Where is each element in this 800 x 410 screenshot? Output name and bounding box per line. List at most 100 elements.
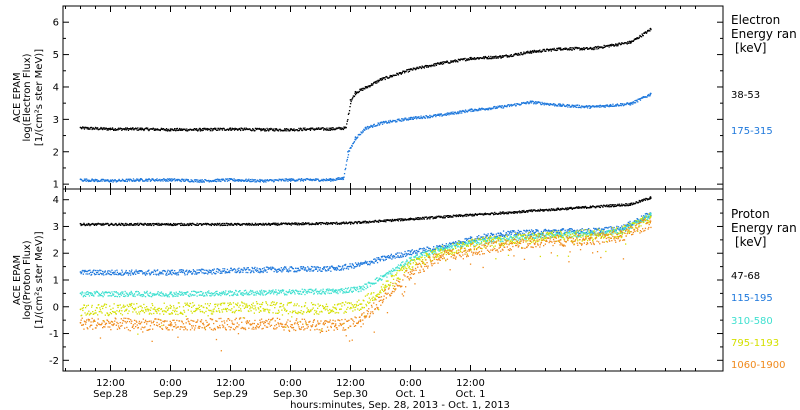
- scatter-dot-38-53: [94, 128, 96, 130]
- scatter-dot-175-315: [163, 178, 165, 180]
- scatter-dot-47-68: [582, 206, 584, 208]
- scatter-dot-38-53: [639, 34, 641, 37]
- scatter-dot-310-580: [183, 292, 186, 294]
- scatter-dot-47-68: [605, 205, 607, 208]
- scatter-dot-47-68: [539, 210, 541, 212]
- scatter-dot-47-68: [461, 215, 463, 217]
- scatter-dot-38-53: [386, 76, 388, 78]
- scatter-dot-175-315: [218, 178, 220, 181]
- scatter-dot-38-53: [124, 128, 126, 130]
- scatter-dot-175-315: [146, 178, 148, 181]
- scatter-dot-115-195: [650, 214, 652, 217]
- scatter-dot-175-315: [389, 122, 391, 124]
- scatter-dot-47-68: [429, 218, 431, 220]
- scatter-dot-175-315: [403, 119, 405, 121]
- scatter-dot-115-195: [190, 270, 192, 273]
- scatter-dot-175-315: [115, 181, 117, 183]
- scatter-dot-115-195: [296, 267, 298, 270]
- scatter-dot-175-315: [383, 122, 385, 124]
- scatter-dot-115-195: [613, 226, 615, 229]
- scatter-dot-310-580: [214, 294, 216, 296]
- scatter-dot-175-315: [331, 178, 334, 180]
- scatter-dot-38-53: [374, 81, 376, 84]
- scatter-dot-115-195: [122, 274, 124, 276]
- scatter-dot-47-68: [171, 224, 173, 227]
- scatter-dot-175-315: [434, 114, 436, 117]
- scatter-dot-175-315: [311, 179, 313, 182]
- scatter-dot-175-315: [189, 181, 192, 183]
- scatter-dot-310-580: [262, 294, 264, 296]
- scatter-dot-47-68: [372, 220, 374, 222]
- scatter-dot-47-68: [625, 203, 627, 205]
- scatter-dot-38-53: [626, 42, 628, 44]
- scatter-dot-310-580: [362, 288, 364, 290]
- scatter-dot-310-580: [270, 290, 272, 292]
- scatter-dot-175-315: [586, 105, 588, 107]
- scatter-dot-115-195: [220, 270, 222, 273]
- scatter-dot-310-580: [310, 288, 312, 290]
- scatter-dot-47-68: [433, 217, 435, 219]
- scatter-dot-175-315: [347, 156, 349, 158]
- scatter-dot-38-53: [262, 129, 264, 131]
- scatter-dot-115-195: [593, 227, 595, 229]
- scatter-dot-38-53: [593, 46, 595, 49]
- scatter-dot-115-195: [182, 269, 184, 271]
- scatter-dot-115-195: [276, 268, 279, 271]
- scatter-dot-175-315: [462, 109, 464, 112]
- scatter-dot-115-195: [289, 266, 291, 268]
- y-tick-label-electron: 3: [53, 115, 59, 126]
- scatter-dot-175-315: [231, 178, 233, 181]
- scatter-dot-115-195: [414, 250, 416, 252]
- scatter-dot-38-53: [223, 127, 225, 130]
- scatter-dot-115-195: [444, 245, 446, 247]
- scatter-dot-175-315: [575, 104, 577, 106]
- scatter-dot-38-53: [160, 128, 162, 130]
- scatter-dot-47-68: [182, 223, 184, 225]
- scatter-dot-115-195: [401, 256, 403, 258]
- scatter-dot-38-53: [617, 43, 620, 45]
- scatter-dot-310-580: [143, 295, 145, 297]
- scatter-dot-115-195: [601, 228, 603, 230]
- scatter-dot-47-68: [639, 201, 642, 203]
- scatter-dot-115-195: [622, 227, 624, 229]
- scatter-dot-38-53: [433, 63, 435, 65]
- scatter-dot-38-53: [497, 57, 499, 59]
- scatter-dot-175-315: [246, 180, 248, 182]
- scatter-dot-38-53: [221, 128, 223, 130]
- scatter-dot-38-53: [488, 55, 490, 58]
- scatter-dot-115-195: [592, 232, 594, 234]
- scatter-dot-38-53: [233, 129, 236, 131]
- scatter-dot-115-195: [466, 239, 468, 241]
- scatter-dot-115-195: [181, 271, 183, 274]
- scatter-dot-115-195: [109, 273, 111, 276]
- scatter-dot-47-68: [484, 212, 486, 214]
- scatter-dot-115-195: [479, 237, 481, 240]
- scatter-dot-175-315: [428, 117, 430, 119]
- scatter-dot-115-195: [333, 267, 335, 269]
- scatter-dot-310-580: [159, 292, 161, 294]
- scatter-dot-115-195: [242, 269, 244, 271]
- scatter-dot-175-315: [252, 180, 254, 182]
- scatter-dot-175-315: [378, 122, 380, 125]
- scatter-dot-47-68: [160, 224, 163, 226]
- scatter-dot-175-315: [632, 103, 634, 105]
- scatter-dot-115-195: [107, 270, 109, 272]
- scatter-dot-175-315: [346, 158, 348, 161]
- scatter-dot-310-580: [282, 290, 284, 292]
- scatter-dot-38-53: [537, 51, 539, 53]
- scatter-dot-115-195: [274, 268, 276, 270]
- scatter-dot-310-580: [281, 289, 284, 291]
- scatter-dot-310-580: [167, 294, 170, 296]
- scatter-dot-47-68: [218, 224, 220, 226]
- scatter-dot-310-580: [220, 292, 222, 295]
- scatter-dot-47-68: [244, 223, 246, 225]
- scatter-dot-115-195: [471, 236, 473, 238]
- scatter-dot-115-195: [337, 269, 339, 271]
- scatter-dot-38-53: [138, 128, 141, 130]
- scatter-dot-115-195: [310, 265, 313, 268]
- scatter-dot-38-53: [403, 70, 405, 72]
- scatter-dot-310-580: [175, 291, 177, 293]
- scatter-dot-38-53: [573, 48, 576, 51]
- scatter-dot-115-195: [639, 220, 641, 222]
- scatter-dot-115-195: [246, 267, 248, 269]
